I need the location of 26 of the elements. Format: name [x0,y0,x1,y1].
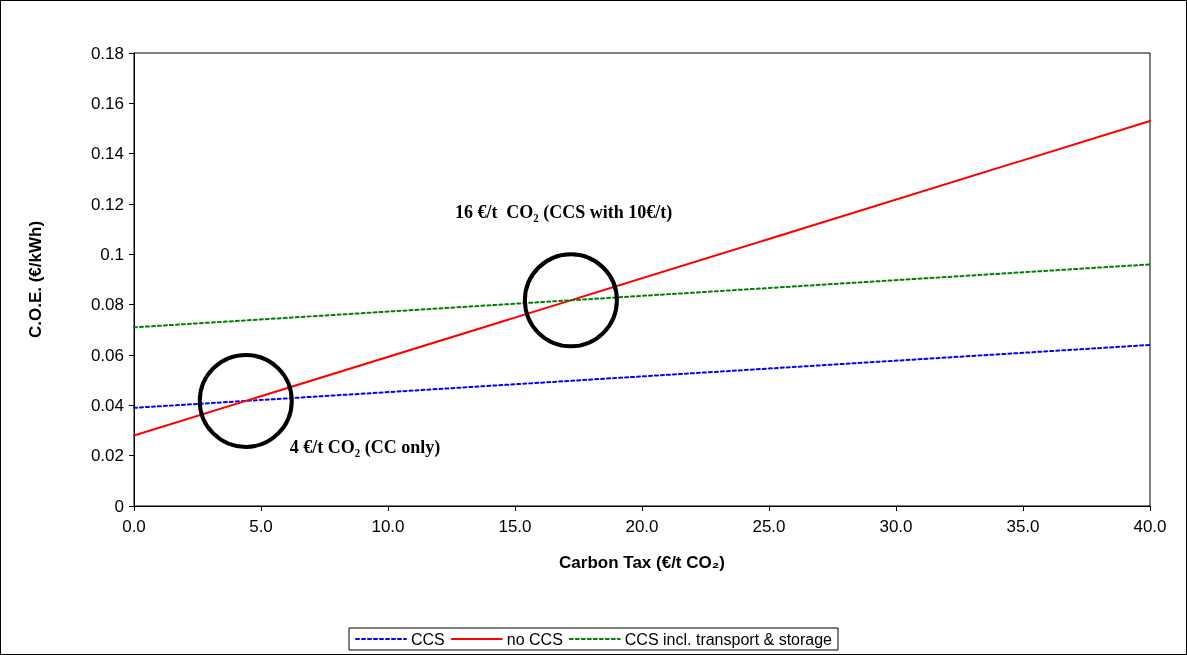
x-tick-label: 5.0 [249,517,273,536]
y-tick-label: 0.12 [90,194,124,214]
x-tick-label: 30.0 [879,517,913,536]
y-tick-label: 0.18 [90,43,124,63]
y-axis-title: C.O.E. (€/kWh) [26,220,45,339]
legend-label: CCS [411,630,445,648]
y-tick-label: 0.16 [90,93,124,113]
y-tick-label: 0.06 [90,345,124,365]
x-tick-label: 15.0 [498,517,532,536]
annotation: 4 €/t CO₂ (CC only) [289,436,441,458]
x-axis-title: Carbon Tax (€/t CO₂) [559,553,725,572]
legend-label: no CCS [506,630,563,648]
y-tick-label: 0.08 [90,295,124,315]
y-tick-label: 0 [114,496,124,516]
y-tick-label: 0.1 [100,244,124,264]
x-tick-label: 40.0 [1133,517,1167,536]
legend-label: CCS incl. transport & storage [624,630,833,648]
annotation: 16 €/t CO₂ (CCS with 10€/t) [454,202,673,224]
x-tick-label: 35.0 [1006,517,1040,536]
y-tick-label: 0.04 [90,395,124,415]
y-tick-label: 0.02 [90,446,124,466]
x-tick-label: 25.0 [752,517,786,536]
x-tick-label: 0.0 [122,517,146,536]
y-tick-label: 0.14 [90,144,124,164]
x-tick-label: 10.0 [371,517,405,536]
x-tick-label: 20.0 [625,517,659,536]
